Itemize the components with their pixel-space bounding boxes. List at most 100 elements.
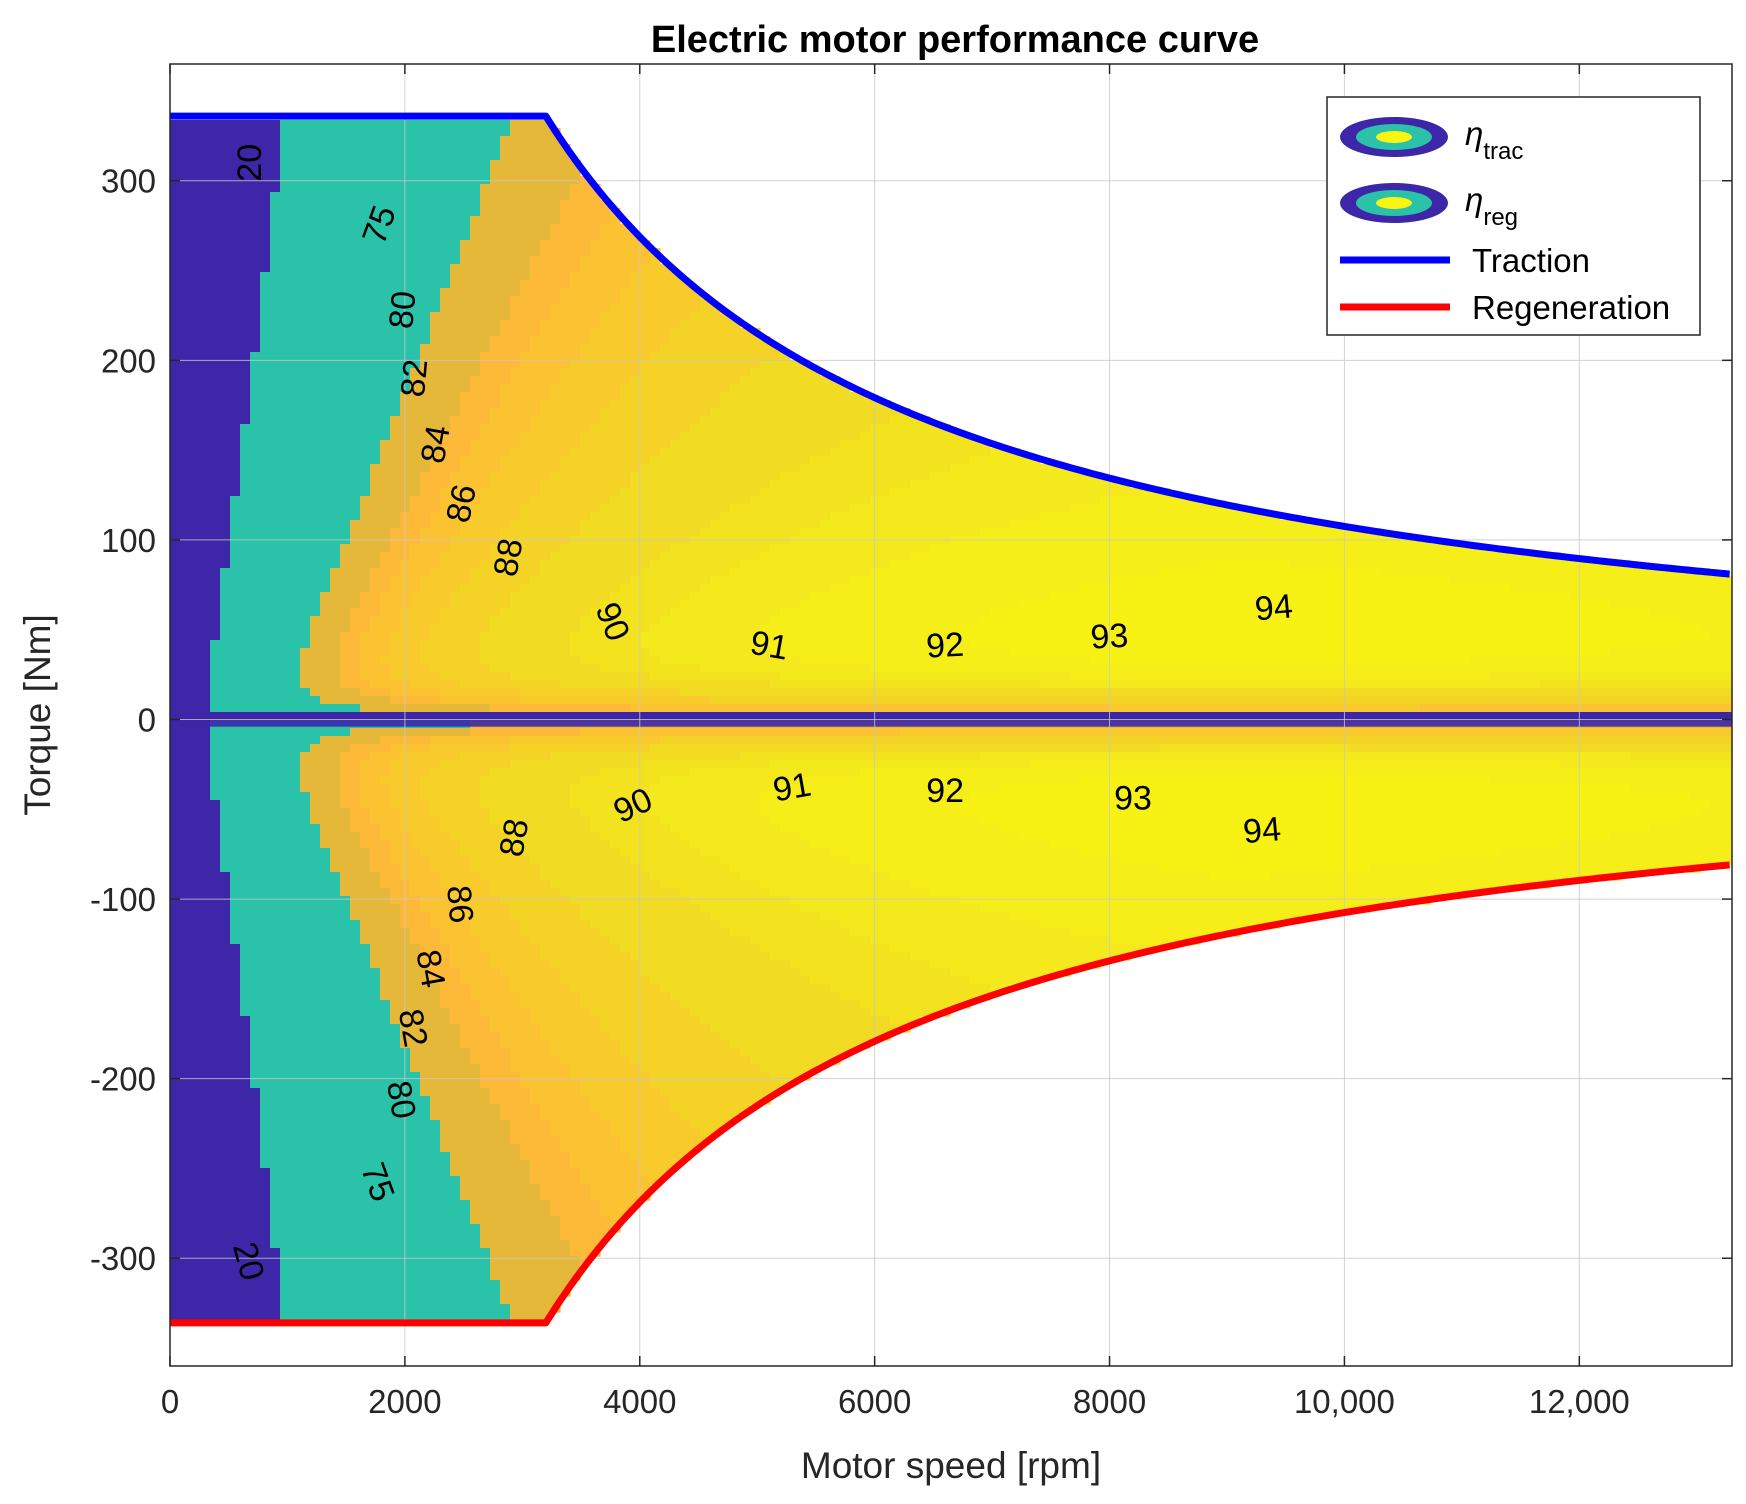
efficiency-cell [210, 848, 221, 857]
efficiency-cell [250, 1088, 261, 1097]
efficiency-cell [180, 216, 191, 225]
efficiency-cell [420, 232, 431, 241]
efficiency-cell [340, 688, 351, 697]
efficiency-cell [180, 600, 191, 609]
efficiency-cell [370, 688, 381, 697]
efficiency-cell [270, 1008, 281, 1017]
efficiency-cell [490, 984, 501, 993]
efficiency-cell [220, 656, 231, 665]
efficiency-cell [180, 1272, 191, 1281]
efficiency-cell [280, 200, 291, 209]
efficiency-cell [380, 1272, 391, 1281]
efficiency-cell [380, 200, 391, 209]
efficiency-cell [180, 352, 191, 361]
efficiency-cell [480, 456, 491, 465]
efficiency-cell [290, 864, 301, 873]
efficiency-cell [290, 1192, 301, 1201]
efficiency-cell [430, 376, 441, 385]
efficiency-cell [430, 872, 441, 881]
efficiency-cell [230, 672, 241, 681]
efficiency-cell [430, 896, 441, 905]
efficiency-cell [280, 888, 291, 897]
efficiency-cell [320, 744, 331, 753]
efficiency-cell [330, 728, 341, 737]
efficiency-cell [410, 808, 421, 817]
efficiency-cell [170, 448, 181, 457]
efficiency-cell [170, 640, 181, 649]
efficiency-cell [370, 624, 381, 633]
efficiency-cell [470, 472, 481, 481]
efficiency-cell [220, 528, 231, 537]
efficiency-cell [390, 472, 401, 481]
efficiency-cell [250, 1232, 261, 1241]
efficiency-map [170, 120, 1732, 1321]
efficiency-cell [490, 312, 501, 321]
efficiency-cell [310, 368, 321, 377]
efficiency-cell [340, 904, 351, 913]
efficiency-cell [290, 328, 301, 337]
efficiency-cell [360, 704, 371, 713]
efficiency-cell [360, 912, 371, 921]
efficiency-cell [280, 856, 291, 865]
efficiency-cell [330, 1312, 341, 1321]
efficiency-cell [200, 352, 211, 361]
efficiency-cell [230, 280, 241, 289]
efficiency-cell [260, 352, 271, 361]
efficiency-cell [330, 600, 341, 609]
efficiency-cell [290, 480, 301, 489]
efficiency-cell [320, 1088, 331, 1097]
efficiency-cell [440, 184, 451, 193]
efficiency-cell [490, 656, 501, 665]
efficiency-cell [170, 744, 181, 753]
efficiency-cell [490, 144, 501, 153]
efficiency-cell [490, 472, 501, 481]
efficiency-cell [470, 448, 481, 457]
efficiency-cell [380, 704, 391, 713]
efficiency-cell [240, 1104, 251, 1113]
efficiency-cell [210, 904, 221, 913]
efficiency-cell [440, 448, 451, 457]
efficiency-cell [250, 184, 261, 193]
efficiency-cell [220, 392, 231, 401]
efficiency-cell [230, 1064, 241, 1073]
efficiency-cell [500, 264, 511, 273]
efficiency-cell [250, 600, 261, 609]
efficiency-cell [260, 1184, 271, 1193]
efficiency-cell [470, 688, 481, 697]
efficiency-cell [310, 656, 321, 665]
efficiency-cell [460, 744, 471, 753]
efficiency-cell [190, 1032, 201, 1041]
efficiency-cell [230, 248, 241, 257]
efficiency-cell [200, 232, 211, 241]
efficiency-cell [390, 792, 401, 801]
efficiency-cell [180, 1248, 191, 1257]
efficiency-cell [410, 960, 421, 969]
efficiency-cell [380, 1136, 391, 1145]
efficiency-cell [430, 296, 441, 305]
efficiency-cell [410, 864, 421, 873]
efficiency-cell [250, 624, 261, 633]
efficiency-cell [310, 952, 321, 961]
efficiency-cell [170, 1192, 181, 1201]
efficiency-cell [340, 560, 351, 569]
efficiency-cell [280, 544, 291, 553]
efficiency-cell [460, 1024, 471, 1033]
efficiency-cell [490, 568, 501, 577]
efficiency-cell [490, 280, 501, 289]
efficiency-cell [240, 952, 251, 961]
efficiency-cell [420, 1176, 431, 1185]
efficiency-cell [280, 736, 291, 745]
efficiency-cell [380, 1096, 391, 1105]
efficiency-cell [480, 384, 491, 393]
efficiency-cell [300, 968, 311, 977]
efficiency-cell [330, 136, 341, 145]
efficiency-cell [340, 608, 351, 617]
efficiency-cell [170, 312, 181, 321]
efficiency-cell [410, 872, 421, 881]
efficiency-cell [280, 880, 291, 889]
efficiency-cell [190, 992, 201, 1001]
efficiency-cell [460, 208, 471, 217]
efficiency-cell [320, 224, 331, 233]
efficiency-cell [460, 168, 471, 177]
efficiency-cell [420, 1112, 431, 1121]
